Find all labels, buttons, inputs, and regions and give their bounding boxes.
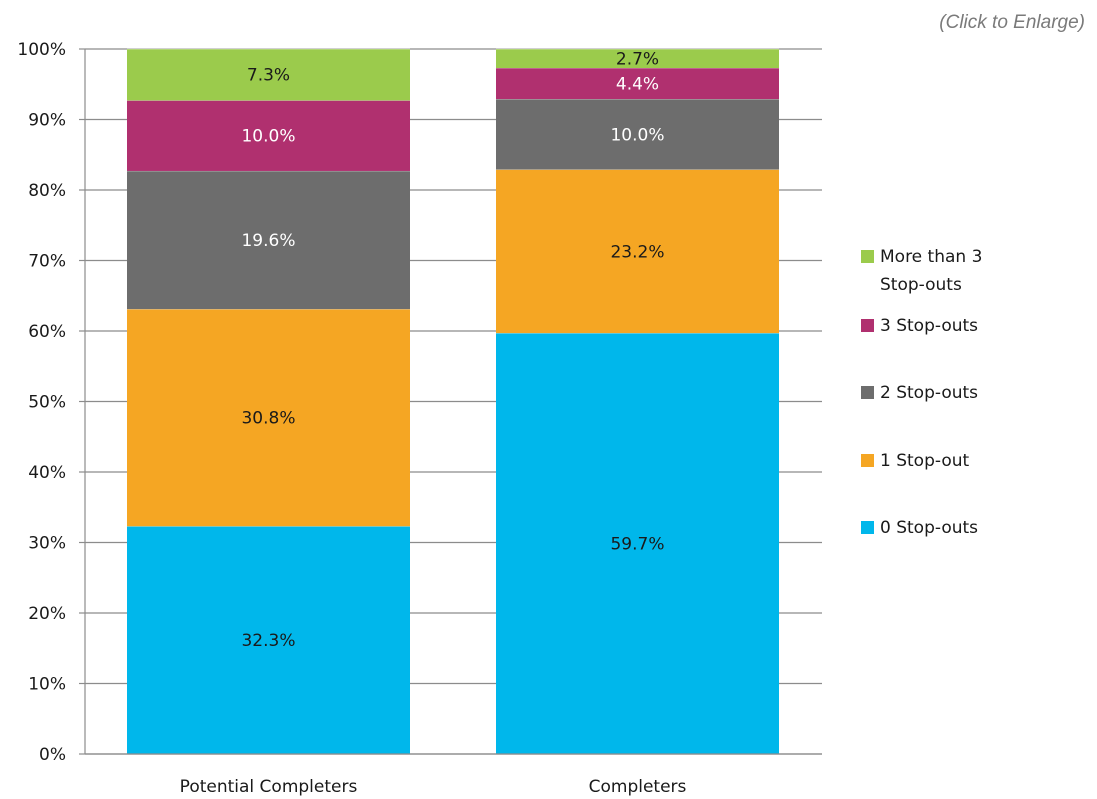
y-tick-label: 40% — [28, 463, 66, 483]
click-to-enlarge-link[interactable]: (Click to Enlarge) — [939, 12, 1085, 33]
bar-segment — [127, 526, 410, 754]
bar-segment — [496, 169, 779, 334]
data-label: 10.0% — [241, 127, 295, 147]
data-label: 32.3% — [241, 631, 295, 651]
y-tick-label: 70% — [28, 252, 66, 272]
x-axis: Potential Completers Completers — [85, 753, 822, 797]
bar-segment — [496, 333, 779, 754]
bar-segment — [496, 68, 779, 100]
legend-item: 3 Stop-outs — [861, 316, 978, 336]
legend-swatch — [861, 521, 874, 534]
bar-segment — [496, 99, 779, 170]
y-tick-label: 30% — [28, 534, 66, 554]
legend-swatch — [861, 386, 874, 399]
x-tick-label: Completers — [589, 777, 687, 797]
legend-swatch — [861, 454, 874, 467]
y-axis: 0% 10% 20% 30% 40% 50% 60% 70% 80% 90% 100% — [17, 40, 86, 765]
data-label: 7.3% — [247, 66, 290, 86]
y-tick-label: 80% — [28, 181, 66, 201]
legend-item: More than 3 Stop-outs — [861, 247, 982, 295]
data-label: 4.4% — [616, 75, 659, 95]
y-tick-label: 0% — [39, 745, 66, 765]
bar-labels: 32.3% 30.8% 19.6% 10.0% 7.3% 59.7% 23.2% 10.0% 4… — [241, 50, 664, 652]
y-tick-label: 90% — [28, 111, 66, 131]
data-label: 10.0% — [610, 125, 664, 145]
data-label: 30.8% — [241, 409, 295, 429]
legend-label: 3 Stop-outs — [880, 316, 978, 336]
bar-segment — [496, 49, 779, 69]
x-tick-label: Potential Completers — [180, 777, 358, 797]
bar-segment — [127, 309, 410, 527]
bar-segment — [127, 100, 410, 171]
y-tick-label: 10% — [28, 675, 66, 695]
legend-label: 2 Stop-outs — [880, 383, 978, 403]
y-tick-label: 60% — [28, 322, 66, 342]
data-label: 2.7% — [616, 50, 659, 70]
bar-segment — [127, 170, 410, 310]
y-tick-label: 20% — [28, 604, 66, 624]
y-tick-label: 50% — [28, 393, 66, 413]
bar-segment — [127, 49, 410, 101]
legend-label: More than 3 Stop-outs — [880, 247, 982, 295]
legend-swatch — [861, 250, 874, 263]
bars — [127, 48, 779, 754]
legend-item: 1 Stop-out — [861, 451, 969, 471]
data-label: 59.7% — [610, 535, 664, 555]
data-label: 19.6% — [241, 231, 295, 251]
legend-label: 1 Stop-out — [880, 451, 969, 471]
legend: More than 3 Stop-outs 3 Stop-outs 2 Stop-ou… — [861, 247, 982, 538]
legend-swatch — [861, 319, 874, 332]
legend-item: 0 Stop-outs — [861, 518, 978, 538]
legend-label: 0 Stop-outs — [880, 518, 978, 538]
y-tick-label: 100% — [17, 40, 66, 60]
legend-item: 2 Stop-outs — [861, 383, 978, 403]
data-label: 23.2% — [610, 242, 664, 262]
